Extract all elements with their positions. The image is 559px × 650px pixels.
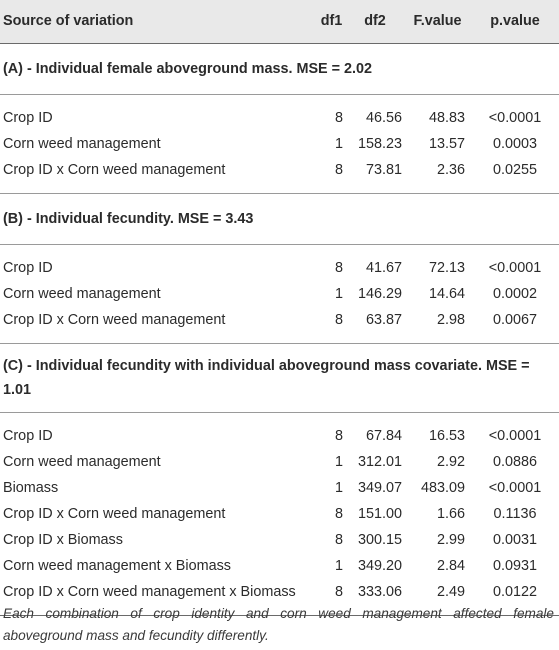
row-pvalue: 0.0931 (492, 557, 537, 574)
row-df1: 8 (334, 583, 343, 600)
row-pvalue: 0.0255 (492, 161, 537, 178)
row-source: Crop ID (3, 109, 53, 126)
table-row: Corn weed management x Biomass 1 349.20 … (0, 553, 559, 579)
row-df2: 146.29 (357, 285, 402, 302)
row-df1: 1 (334, 557, 343, 574)
table-row: Crop ID x Corn weed management x Biomass… (0, 579, 559, 605)
row-pvalue: 0.0031 (492, 531, 537, 548)
header-fvalue: F.value (404, 0, 471, 44)
table-row: Crop ID 8 41.67 72.13 <0.0001 (0, 255, 559, 281)
row-pvalue: 0.0003 (492, 135, 537, 152)
row-pvalue: <0.0001 (488, 427, 542, 444)
section-c-header: (C) - Individual fecundity with individu… (0, 343, 559, 413)
row-df2: 312.01 (357, 453, 402, 470)
row-source: Corn weed management (3, 135, 161, 152)
row-fvalue: 2.92 (436, 453, 465, 470)
row-fvalue: 14.64 (428, 285, 465, 302)
table-row: Corn weed management 1 146.29 14.64 0.00… (0, 281, 559, 307)
row-df2: 300.15 (357, 531, 402, 548)
row-fvalue: 2.49 (436, 583, 465, 600)
row-df2: 151.00 (357, 505, 402, 522)
row-source: Corn weed management (3, 453, 161, 470)
table-row: Crop ID x Corn weed management 8 151.00 … (0, 501, 559, 527)
table-row: Crop ID x Corn weed management 8 73.81 2… (0, 157, 559, 183)
row-pvalue: 0.0886 (492, 453, 537, 470)
header-df2: df2 (346, 0, 404, 44)
table-row: Crop ID 8 67.84 16.53 <0.0001 (0, 423, 559, 449)
row-fvalue: 16.53 (428, 427, 465, 444)
table-row: Biomass 1 349.07 483.09 <0.0001 (0, 475, 559, 501)
row-source: Corn weed management x Biomass (3, 557, 231, 574)
table-row: Corn weed management 1 312.01 2.92 0.088… (0, 449, 559, 475)
row-df1: 8 (334, 259, 343, 276)
row-df2: 63.87 (365, 311, 402, 328)
row-pvalue: 0.1136 (493, 505, 537, 522)
row-source: Crop ID x Corn weed management (3, 311, 226, 328)
header-source: Source of variation (0, 0, 317, 44)
row-pvalue: 0.0002 (492, 285, 537, 302)
row-source: Crop ID (3, 427, 53, 444)
row-pvalue: 0.0067 (492, 311, 537, 328)
section-title: (A) - Individual female aboveground mass… (0, 43, 559, 95)
row-df1: 8 (334, 161, 343, 178)
row-df1: 8 (334, 311, 343, 328)
row-fvalue: 483.09 (420, 479, 465, 496)
row-df2: 46.56 (365, 109, 402, 126)
row-fvalue: 2.98 (436, 311, 465, 328)
row-df1: 1 (334, 479, 343, 496)
table-row: Crop ID x Biomass 8 300.15 2.99 0.0031 (0, 527, 559, 553)
row-df1: 8 (334, 505, 343, 522)
header-row: Source of variation df1 df2 F.value p.va… (0, 0, 559, 44)
section-b-header: (B) - Individual fecundity. MSE = 3.43 (0, 193, 559, 245)
row-pvalue: 0.0122 (492, 583, 537, 600)
anova-table: Source of variation df1 df2 F.value p.va… (0, 0, 559, 616)
row-df1: 8 (334, 531, 343, 548)
row-df2: 333.06 (357, 583, 402, 600)
table-row: Crop ID 8 46.56 48.83 <0.0001 (0, 105, 559, 131)
table-row: Corn weed management 1 158.23 13.57 0.00… (0, 131, 559, 157)
row-source: Crop ID x Corn weed management (3, 505, 226, 522)
row-df2: 349.07 (357, 479, 402, 496)
row-source: Crop ID x Corn weed management x Biomass (3, 583, 296, 600)
row-source: Crop ID x Corn weed management (3, 161, 226, 178)
row-fvalue: 1.66 (436, 505, 465, 522)
row-fvalue: 2.84 (436, 557, 465, 574)
row-df1: 1 (334, 285, 343, 302)
row-df2: 158.23 (357, 135, 402, 152)
row-pvalue: <0.0001 (488, 479, 542, 496)
table-footnote: Each combination of crop identity and co… (3, 606, 554, 643)
row-source: Biomass (3, 479, 59, 496)
section-title: (B) - Individual fecundity. MSE = 3.43 (0, 193, 559, 245)
row-fvalue: 2.99 (436, 531, 465, 548)
row-fvalue: 72.13 (428, 259, 465, 276)
section-a-header: (A) - Individual female aboveground mass… (0, 43, 559, 95)
row-df1: 1 (334, 453, 343, 470)
row-df1: 8 (334, 109, 343, 126)
row-fvalue: 48.83 (428, 109, 465, 126)
table-row: Crop ID x Corn weed management 8 63.87 2… (0, 307, 559, 333)
row-df1: 1 (334, 135, 343, 152)
header-pvalue: p.value (471, 0, 559, 44)
row-df2: 349.20 (357, 557, 402, 574)
header-df1: df1 (317, 0, 346, 44)
row-df1: 8 (334, 427, 343, 444)
row-df2: 73.81 (365, 161, 402, 178)
row-source: Corn weed management (3, 285, 161, 302)
row-source: Crop ID x Biomass (3, 531, 123, 548)
row-fvalue: 13.57 (428, 135, 465, 152)
row-fvalue: 2.36 (436, 161, 465, 178)
row-pvalue: <0.0001 (488, 109, 542, 126)
row-df2: 67.84 (365, 427, 402, 444)
section-title: (C) - Individual fecundity with individu… (0, 343, 559, 413)
row-df2: 41.67 (365, 259, 402, 276)
row-pvalue: <0.0001 (488, 259, 542, 276)
row-source: Crop ID (3, 259, 53, 276)
